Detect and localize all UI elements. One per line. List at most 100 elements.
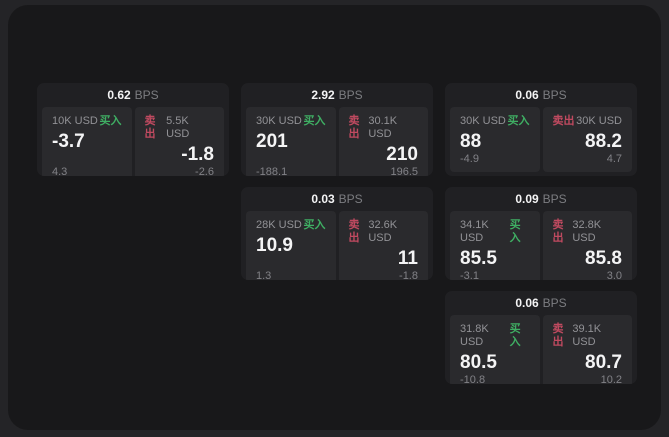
panels-row: 31.8K USD 买入 80.5 -10.8 卖出 39.1K USD 80.…: [445, 315, 637, 384]
bps-unit-label: BPS: [542, 296, 567, 310]
buy-meta-row: 30K USD 买入: [460, 115, 530, 128]
buy-side-label: 买入: [99, 115, 122, 127]
sell-side-label: 卖出: [552, 219, 564, 244]
sell-delta: -2.6: [195, 166, 214, 176]
sell-price: -1.8: [181, 144, 214, 165]
sell-delta: 3.0: [606, 270, 622, 280]
sell-meta-row: 卖出 30K USD: [553, 115, 623, 128]
sell-price: 11: [397, 248, 418, 269]
buy-size: 30K USD: [460, 115, 506, 127]
panels-row: 34.1K USD 买入 85.5 -3.1 卖出 32.8K USD 85.8…: [445, 211, 637, 280]
buy-price: 201: [256, 131, 288, 152]
sell-delta: 196.5: [390, 166, 418, 176]
sell-size: 30.1K USD: [368, 115, 398, 140]
card-header: 0.62 BPS: [37, 83, 229, 107]
buy-delta: -188.1: [256, 166, 288, 176]
buy-meta-row: 30K USD 买入: [256, 115, 326, 128]
card-header: 2.92 BPS: [241, 83, 433, 107]
bps-value: 0.06: [515, 296, 539, 310]
sell-meta-row: 卖出 5.5K USD: [145, 115, 215, 141]
sell-side-label: 卖出: [348, 115, 360, 140]
sell-side-label: 卖出: [348, 219, 360, 244]
buy-quote-panel[interactable]: 31.8K USD 买入 80.5 -10.8: [450, 315, 540, 384]
sell-quote-panel[interactable]: 卖出 39.1K USD 80.7 10.2: [542, 315, 632, 384]
sell-size: 32.8K USD: [572, 219, 602, 244]
quote-card-2: 2.92 BPS 30K USD 买入 201 -188.1 卖出 30.1K …: [241, 83, 433, 176]
quote-card-3: 0.06 BPS 30K USD 买入 88 -4.9 卖出 30K USD: [445, 83, 637, 176]
card-header: 0.06 BPS: [445, 83, 637, 107]
buy-price: 88: [460, 131, 482, 152]
sell-meta-row: 卖出 32.8K USD: [553, 219, 623, 245]
sell-size: 30K USD: [576, 115, 622, 127]
buy-quote-panel[interactable]: 10K USD 买入 -3.7 4.3: [42, 107, 132, 176]
sell-side-label: 卖出: [552, 323, 564, 348]
buy-side-label: 买入: [303, 115, 326, 127]
buy-delta: 4.3: [52, 166, 68, 176]
buy-price: 85.5: [460, 248, 497, 269]
panels-row: 30K USD 买入 201 -188.1 卖出 30.1K USD 210 1…: [241, 107, 433, 176]
sell-quote-panel[interactable]: 卖出 5.5K USD -1.8 -2.6: [134, 107, 224, 176]
sell-quote-panel[interactable]: 卖出 30K USD 88.2 4.7: [542, 107, 632, 172]
sell-quote-panel[interactable]: 卖出 30.1K USD 210 196.5: [338, 107, 428, 176]
sell-delta: 4.7: [606, 153, 622, 165]
buy-price: -3.7: [52, 131, 85, 152]
buy-size: 10K USD: [52, 115, 98, 127]
app-window: 0.62 BPS 10K USD 买入 -3.7 4.3 卖出 5.5K USD: [8, 5, 661, 430]
sell-meta-row: 卖出 30.1K USD: [349, 115, 419, 141]
sell-delta: 10.2: [600, 374, 622, 384]
buy-delta: -4.9: [460, 153, 479, 165]
bps-unit-label: BPS: [338, 88, 363, 102]
buy-quote-panel[interactable]: 34.1K USD 买入 85.5 -3.1: [450, 211, 540, 280]
buy-meta-row: 28K USD 买入: [256, 219, 326, 232]
bps-value: 0.62: [107, 88, 131, 102]
buy-size: 31.8K USD: [460, 323, 489, 348]
sell-quote-panel[interactable]: 卖出 32.8K USD 85.8 3.0: [542, 211, 632, 280]
sell-size: 32.6K USD: [368, 219, 398, 244]
buy-meta-row: 34.1K USD 买入: [460, 219, 530, 245]
buy-meta-row: 31.8K USD 买入: [460, 323, 530, 349]
buy-quote-panel[interactable]: 30K USD 买入 201 -188.1: [246, 107, 336, 176]
buy-meta-row: 10K USD 买入: [52, 115, 122, 128]
sell-price: 85.8: [585, 248, 622, 269]
sell-meta-row: 卖出 32.6K USD: [349, 219, 419, 245]
panels-row: 10K USD 买入 -3.7 4.3 卖出 5.5K USD -1.8 -2.…: [37, 107, 229, 176]
bps-unit-label: BPS: [338, 192, 363, 206]
quote-card-5: 0.09 BPS 34.1K USD 买入 85.5 -3.1 卖出 32.8K…: [445, 187, 637, 280]
buy-side-label: 买入: [507, 115, 530, 127]
buy-quote-panel[interactable]: 28K USD 买入 10.9 1.3: [246, 211, 336, 280]
sell-quote-panel[interactable]: 卖出 32.6K USD 11 -1.8: [338, 211, 428, 280]
buy-side-label: 买入: [303, 219, 326, 231]
panels-row: 28K USD 买入 10.9 1.3 卖出 32.6K USD 11 -1.8: [241, 211, 433, 280]
panels-row: 30K USD 买入 88 -4.9 卖出 30K USD 88.2 4.7: [445, 107, 637, 176]
bps-value: 0.09: [515, 192, 539, 206]
card-header: 0.06 BPS: [445, 291, 637, 315]
sell-side-label: 卖出: [552, 115, 575, 127]
card-header: 0.09 BPS: [445, 187, 637, 211]
sell-price: 88.2: [585, 131, 622, 152]
bps-value: 2.92: [311, 88, 335, 102]
sell-price: 210: [386, 144, 418, 165]
buy-price: 80.5: [460, 352, 497, 373]
buy-price: 10.9: [256, 235, 293, 256]
quote-card-6: 0.06 BPS 31.8K USD 买入 80.5 -10.8 卖出 39.1…: [445, 291, 637, 384]
bps-value: 0.03: [311, 192, 335, 206]
buy-delta: 1.3: [256, 270, 272, 280]
buy-quote-panel[interactable]: 30K USD 买入 88 -4.9: [450, 107, 540, 172]
bps-unit-label: BPS: [542, 88, 567, 102]
card-header: 0.03 BPS: [241, 187, 433, 211]
sell-size: 39.1K USD: [572, 323, 602, 348]
buy-delta: -10.8: [460, 374, 486, 384]
buy-size: 30K USD: [256, 115, 302, 127]
buy-delta: -3.1: [460, 270, 479, 280]
quote-cards-grid: 0.62 BPS 10K USD 买入 -3.7 4.3 卖出 5.5K USD: [37, 83, 637, 384]
bps-unit-label: BPS: [134, 88, 159, 102]
sell-meta-row: 卖出 39.1K USD: [553, 323, 623, 349]
quote-card-1: 0.62 BPS 10K USD 买入 -3.7 4.3 卖出 5.5K USD: [37, 83, 229, 176]
buy-side-label: 买入: [509, 323, 521, 348]
buy-size: 34.1K USD: [460, 219, 489, 244]
quote-card-4: 0.03 BPS 28K USD 买入 10.9 1.3 卖出 32.6K US…: [241, 187, 433, 280]
sell-side-label: 卖出: [144, 115, 156, 140]
sell-price: 80.7: [585, 352, 622, 373]
bps-value: 0.06: [515, 88, 539, 102]
buy-size: 28K USD: [256, 219, 302, 231]
